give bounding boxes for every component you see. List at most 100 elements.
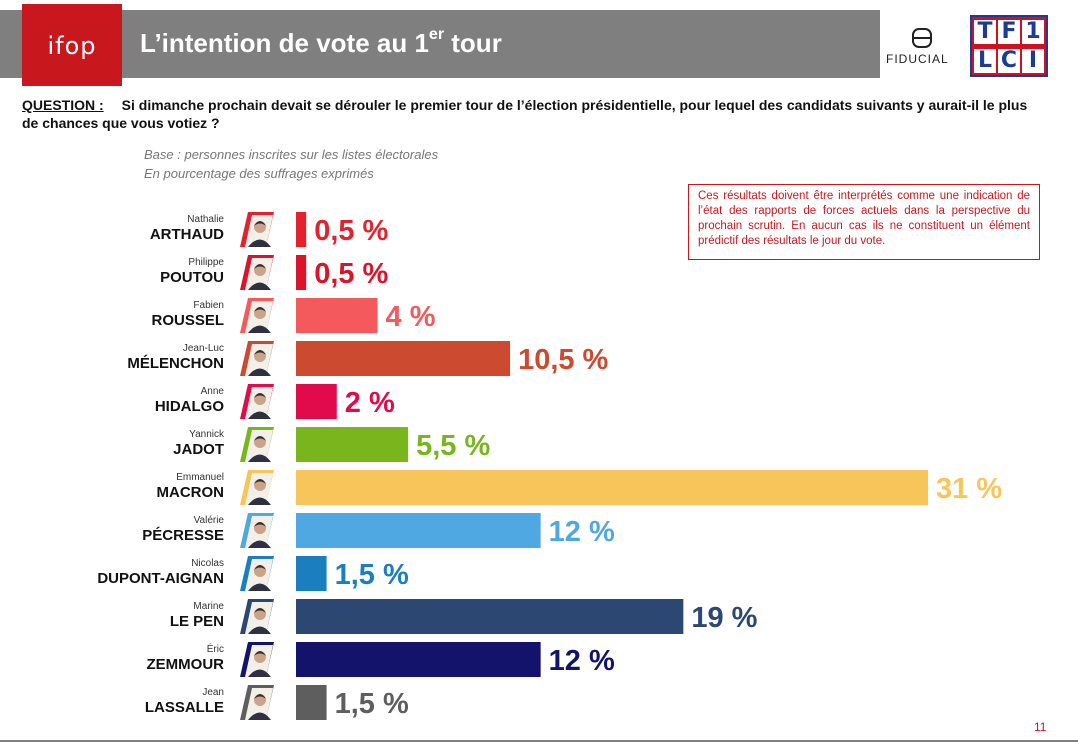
title-main: L’intention de vote au 1	[140, 28, 429, 58]
candidate-portrait-icon	[240, 642, 274, 677]
bar-value-label: 2 %	[345, 387, 395, 419]
candidate-label: Fabien ROUSSEL	[40, 300, 224, 329]
bar-value-label: 12 %	[549, 516, 615, 548]
fiducial-logo-text: FIDUCIAL	[886, 52, 949, 66]
candidate-last-name: HIDALGO	[154, 398, 224, 415]
title-end: tour	[444, 28, 502, 58]
bar	[296, 298, 378, 333]
candidate-label: Valérie PÉCRESSE	[40, 515, 224, 544]
bar	[296, 642, 541, 677]
candidate-last-name: JADOT	[173, 441, 224, 458]
bar	[296, 384, 337, 419]
bar-value-label: 0,5 %	[314, 258, 388, 290]
candidate-portrait-icon	[240, 255, 274, 290]
fiducial-logo-icon	[912, 28, 932, 48]
tf1-row: T F 1	[974, 20, 1044, 44]
bar-value-label: 5,5 %	[416, 430, 490, 462]
candidate-label: Philippe POUTOU	[40, 257, 224, 286]
bar	[296, 470, 928, 505]
candidate-last-name: MÉLENCHON	[127, 355, 224, 372]
bar	[296, 212, 307, 247]
tf1-letter: 1	[1022, 20, 1044, 44]
tf1-lci-logo: T F 1 L C I	[970, 15, 1048, 77]
candidate-label: Emmanuel MACRON	[40, 472, 225, 501]
bar-value-label: 10,5 %	[518, 344, 608, 376]
bar	[296, 513, 541, 548]
candidate-first-name: Nicolas	[191, 558, 224, 569]
page-number: 11	[1034, 720, 1047, 734]
tf1-letter: F	[998, 20, 1020, 44]
candidate-last-name: ARTHAUD	[149, 226, 224, 243]
candidate-label: Éric ZEMMOUR	[40, 644, 225, 673]
bar	[296, 255, 307, 290]
candidate-portrait-icon	[240, 427, 274, 462]
candidate-label: Marine LE PEN	[40, 601, 224, 630]
bar-value-label: 31 %	[936, 473, 1002, 505]
bar-value-label: 0,5 %	[314, 215, 388, 247]
candidate-last-name: LASSALLE	[144, 699, 224, 716]
candidate-first-name: Fabien	[193, 300, 224, 311]
lci-letter: I	[1022, 49, 1044, 73]
question-text: Si dimanche prochain devait se dérouler …	[22, 97, 1028, 131]
candidate-first-name: Éric	[206, 644, 224, 655]
candidate-first-name: Anne	[200, 386, 224, 397]
bar	[296, 427, 409, 462]
bar-value-label: 1,5 %	[335, 559, 409, 591]
candidate-last-name: LE PEN	[169, 613, 224, 630]
candidate-first-name: Valérie	[193, 515, 224, 526]
tf1-letter: T	[974, 20, 996, 44]
lci-letter: L	[974, 49, 996, 73]
candidate-first-name: Jean-Luc	[182, 343, 224, 354]
candidate-label: Nathalie ARTHAUD	[40, 214, 224, 243]
bar-value-label: 4 %	[386, 301, 436, 333]
candidate-last-name: PÉCRESSE	[142, 527, 224, 544]
candidate-portrait-icon	[240, 556, 274, 591]
vote-intention-chart: 0,5 % 0,5 % 4 % 10,5 % 2 % 5,5 % 31 % 12 % 1,5 %…	[0, 200, 1078, 730]
candidate-last-name: ROUSSEL	[151, 312, 224, 329]
candidate-label: Nicolas DUPONT-AIGNAN	[40, 558, 224, 587]
lci-row: L C I	[974, 49, 1044, 73]
ifop-logo-text: ifop	[47, 32, 97, 60]
bar-value-label: 1,5 %	[335, 688, 409, 720]
base-line-2: En pourcentage des suffrages exprimés	[144, 166, 374, 181]
candidate-portrait-icon	[240, 384, 274, 419]
candidate-portrait-icon	[240, 513, 274, 548]
base-description: Base : personnes inscrites sur les liste…	[144, 145, 438, 183]
candidate-last-name: ZEMMOUR	[146, 656, 225, 673]
bar	[296, 341, 511, 376]
candidate-first-name: Emmanuel	[176, 472, 224, 483]
candidate-first-name: Jean	[202, 687, 224, 698]
bar	[296, 599, 684, 634]
bar	[296, 556, 327, 591]
candidate-first-name: Marine	[193, 601, 224, 612]
candidate-first-name: Yannick	[189, 429, 224, 440]
lci-letter: C	[998, 49, 1020, 73]
candidate-label: Anne HIDALGO	[40, 386, 224, 415]
bar	[296, 685, 327, 720]
question-label: QUESTION :	[22, 97, 104, 113]
candidate-last-name: MACRON	[156, 484, 225, 501]
candidate-first-name: Nathalie	[187, 214, 224, 225]
candidate-portrait-icon	[240, 341, 274, 376]
disclaimer-note: Ces résultats doivent être interprétés c…	[688, 184, 1040, 260]
candidate-portrait-icon	[240, 599, 274, 634]
candidate-last-name: DUPONT-AIGNAN	[97, 570, 224, 587]
bar-value-label: 12 %	[549, 645, 615, 677]
candidate-first-name: Philippe	[188, 257, 224, 268]
candidate-portrait-icon	[240, 685, 274, 720]
question-block: QUESTION : Si dimanche prochain devait se…	[22, 96, 1044, 132]
candidate-portrait-icon	[240, 470, 274, 505]
bottom-divider	[0, 740, 1078, 742]
candidate-label: Jean LASSALLE	[40, 687, 224, 716]
candidate-label: Yannick JADOT	[40, 429, 224, 458]
title-superscript: er	[428, 26, 445, 43]
page-title: L’intention de vote au 1er tour	[140, 26, 502, 59]
bar-value-label: 19 %	[691, 602, 757, 634]
base-line-1: Base : personnes inscrites sur les liste…	[144, 147, 439, 162]
ifop-logo: ifop	[22, 4, 122, 86]
candidate-portrait-icon	[240, 212, 274, 247]
candidate-last-name: POUTOU	[160, 269, 224, 286]
candidate-label: Jean-Luc MÉLENCHON	[40, 343, 224, 372]
chart-svg: 0,5 % 0,5 % 4 % 10,5 % 2 % 5,5 % 31 % 12 % 1,5 %…	[240, 212, 1002, 720]
header-band	[0, 10, 880, 78]
